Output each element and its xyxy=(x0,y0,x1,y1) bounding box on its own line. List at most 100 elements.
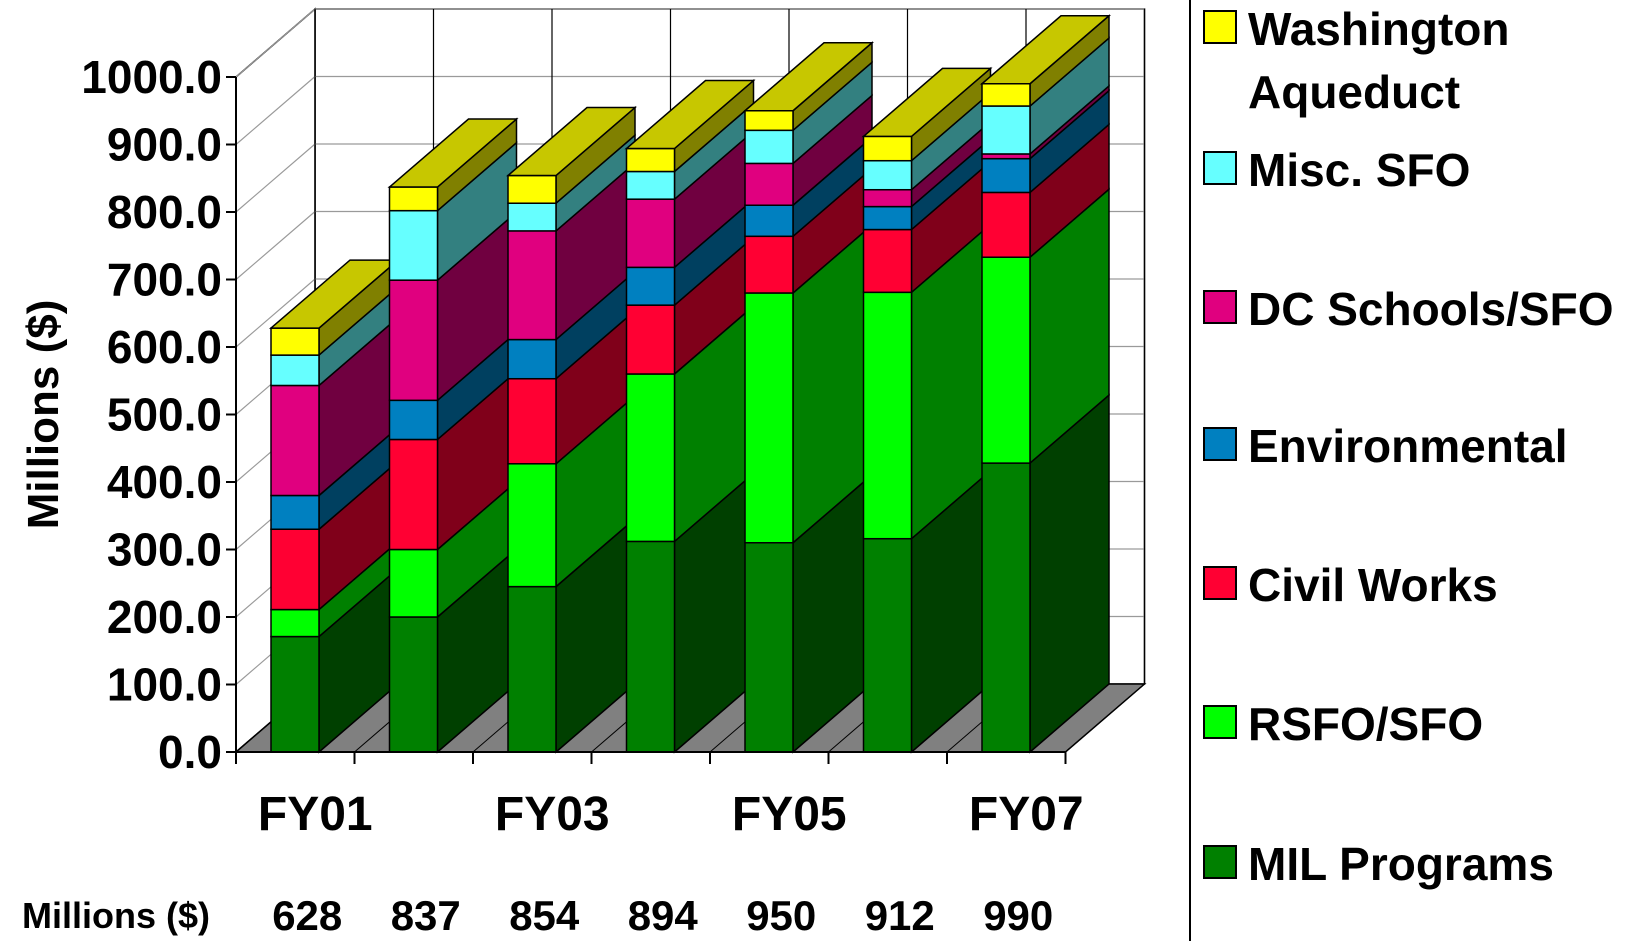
bar-segment-misc-sfo-fy06 xyxy=(862,159,913,191)
bar-segment-rsfo-sfo-fy07 xyxy=(981,256,1031,464)
legend-label: RSFO/SFO xyxy=(1248,698,1483,750)
bar-segment-misc-sfo-fy01 xyxy=(270,354,320,387)
bar-segment-environmental-fy03 xyxy=(507,338,557,380)
legend-swatch xyxy=(1203,290,1237,324)
legend-swatch xyxy=(1203,10,1237,44)
y-tick-label: 700.0 xyxy=(107,254,222,306)
bar-stack-fy03 xyxy=(505,105,638,754)
x-tick-label: FY01 xyxy=(258,788,373,841)
y-tick-label: 0.0 xyxy=(158,726,222,778)
bar-segment-civil-works-fy03 xyxy=(507,377,557,465)
legend-item: MIL Programs xyxy=(1203,838,1554,890)
bar-segment-environmental-fy06 xyxy=(862,205,913,231)
bar-segment-dc-schools-sfo-fy02 xyxy=(388,279,439,402)
bar-top-fy02 xyxy=(387,118,519,188)
bar-segment-environmental-fy02 xyxy=(388,399,439,441)
bar-segment-mil-programs-fy07 xyxy=(981,462,1031,753)
bar-stack-fy05 xyxy=(742,41,875,754)
y-tick-label: 100.0 xyxy=(107,659,222,711)
total-value: 854 xyxy=(509,892,580,939)
legend-label: MIL Programs xyxy=(1248,838,1554,890)
bar-segment-dc-schools-sfo-fy03 xyxy=(507,230,557,341)
bar-segment-environmental-fy07 xyxy=(981,157,1031,194)
totals-caption: Millions ($) xyxy=(22,895,210,936)
y-tick-label: 500.0 xyxy=(107,389,222,441)
legend-label: DC Schools/SFO xyxy=(1248,283,1613,335)
x-tick-label: FY07 xyxy=(969,788,1084,841)
bar-top-fy04 xyxy=(624,79,756,150)
bar-segment-mil-programs-fy06 xyxy=(862,537,913,753)
bar-top-fy03 xyxy=(505,106,638,177)
bar-segment-environmental-fy04 xyxy=(625,266,676,306)
y-tick-label: 400.0 xyxy=(107,456,222,508)
floor-divider xyxy=(1065,683,1145,753)
bar-segment-mil-programs-fy01 xyxy=(270,635,320,753)
legend-item: DC Schools/SFO xyxy=(1203,283,1613,335)
legend-swatch xyxy=(1203,705,1237,739)
total-value: 628 xyxy=(272,892,342,939)
bar-segment-civil-works-fy07 xyxy=(981,191,1031,258)
y-tick-label: 800.0 xyxy=(107,186,222,238)
bar-segment-washington-aqueduct-fy05 xyxy=(744,110,794,132)
y-tick-label: 600.0 xyxy=(107,321,222,373)
bar-segment-washington-aqueduct-fy07 xyxy=(981,83,1031,107)
legend-label: Civil Works xyxy=(1248,559,1498,611)
bar-segment-environmental-fy05 xyxy=(744,204,794,238)
bar-segment-civil-works-fy06 xyxy=(862,228,913,294)
bars xyxy=(268,14,1112,754)
bar-segment-washington-aqueduct-fy02 xyxy=(388,186,439,212)
legend-item: RSFO/SFO xyxy=(1203,698,1483,750)
bar-segment-rsfo-sfo-fy06 xyxy=(862,291,913,540)
bar-segment-dc-schools-sfo-fy05 xyxy=(744,162,794,206)
y-tick-label: 1000.0 xyxy=(81,51,222,103)
total-value: 950 xyxy=(746,892,816,939)
total-value: 990 xyxy=(983,892,1053,939)
bar-stack-fy02 xyxy=(387,117,519,754)
y-axis-title: Millions ($) xyxy=(19,300,68,530)
bar-segment-washington-aqueduct-fy04 xyxy=(625,147,676,173)
bar-segment-rsfo-sfo-fy01 xyxy=(270,608,320,638)
legend-label: Washington xyxy=(1248,3,1509,55)
bar-segment-mil-programs-fy02 xyxy=(388,616,439,753)
bar-segment-mil-programs-fy04 xyxy=(625,540,676,753)
bar-segment-dc-schools-sfo-fy01 xyxy=(270,384,320,497)
total-value: 894 xyxy=(628,892,699,939)
bar-segment-dc-schools-sfo-fy06 xyxy=(862,188,913,208)
y-tick-label: 900.0 xyxy=(107,119,222,171)
bar-segment-civil-works-fy02 xyxy=(388,438,439,551)
x-tick-label: FY03 xyxy=(495,788,610,841)
bar-segment-misc-sfo-fy07 xyxy=(981,105,1031,155)
legend-item: Civil Works xyxy=(1203,559,1498,611)
bar-segment-rsfo-sfo-fy03 xyxy=(507,463,557,588)
bar-segment-misc-sfo-fy02 xyxy=(388,209,439,281)
bar-segment-mil-programs-fy03 xyxy=(507,585,557,753)
legend-swatch xyxy=(1203,566,1237,600)
legend-item: Washington Aqueduct xyxy=(1203,3,1509,118)
bar-segment-washington-aqueduct-fy01 xyxy=(270,327,320,356)
x-axis: FY01 FY03 FY05 FY07 xyxy=(235,751,1084,841)
bar-segment-civil-works-fy04 xyxy=(625,304,676,375)
bar-stack-fy04 xyxy=(624,78,756,754)
legend-swatch xyxy=(1203,845,1237,879)
legend-item: Environmental xyxy=(1203,420,1568,472)
bar-segment-civil-works-fy01 xyxy=(270,528,320,611)
bar-segment-civil-works-fy05 xyxy=(744,235,794,294)
bar-segment-mil-programs-fy05 xyxy=(744,542,794,753)
total-value: 912 xyxy=(865,892,935,939)
legend-swatch xyxy=(1203,427,1237,461)
x-tick-label: FY05 xyxy=(732,788,847,841)
legend-swatch xyxy=(1203,151,1237,185)
y-tick-label: 200.0 xyxy=(107,591,222,643)
bar-segment-misc-sfo-fy03 xyxy=(507,202,557,232)
y-tick-label: 300.0 xyxy=(107,524,222,576)
totals-row: Millions ($) 628 837 854 894 950 912 990 xyxy=(22,892,1053,939)
bar-top-fy06 xyxy=(861,67,993,138)
y-axis: 0.0 100.0 200.0 300.0 400.0 500.0 600.0 700.0 80… xyxy=(19,51,237,778)
bar-top-fy07 xyxy=(979,15,1112,85)
bar-segment-washington-aqueduct-fy06 xyxy=(862,135,913,162)
bar-stack-fy07 xyxy=(979,14,1112,754)
legend-label: Misc. SFO xyxy=(1248,144,1470,196)
bar-segment-rsfo-sfo-fy05 xyxy=(744,292,794,544)
